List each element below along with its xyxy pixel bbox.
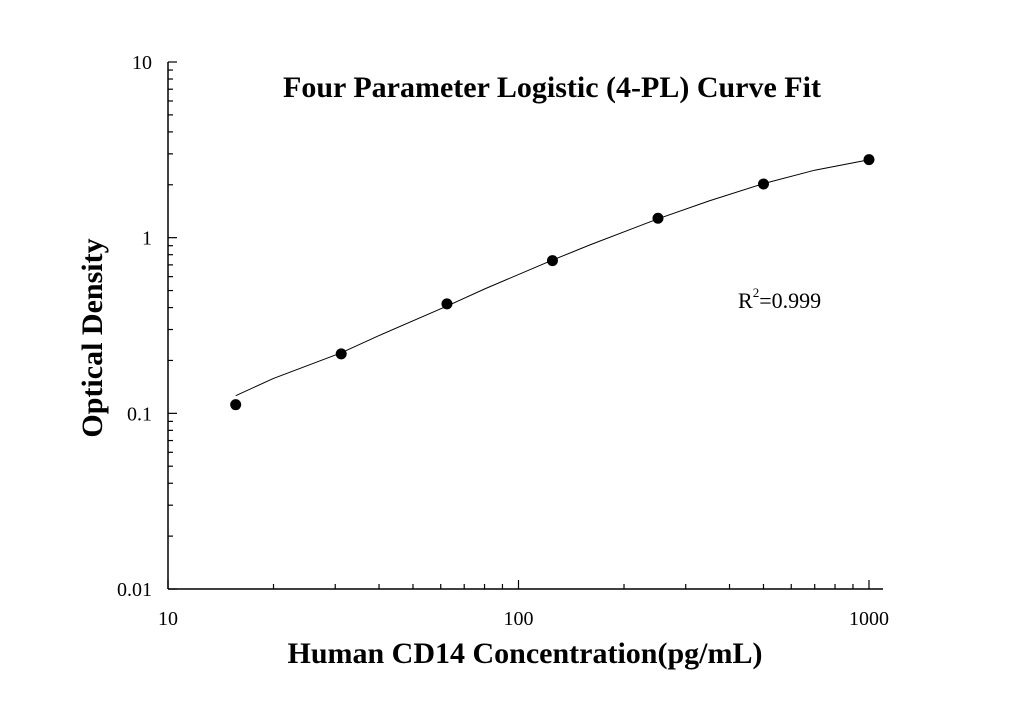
r-squared-annotation: R2=0.999	[738, 285, 821, 313]
x-axis-label: Human CD14 Concentration(pg/mL)	[287, 637, 762, 670]
x-tick-label: 10	[158, 608, 178, 630]
data-point	[335, 348, 347, 360]
r-squared-superscript: 2	[753, 285, 760, 300]
data-points	[230, 154, 875, 411]
data-point	[652, 212, 664, 224]
ticks	[167, 61, 870, 590]
fit-curve-line	[235, 159, 870, 397]
x-tick-label: 1000	[849, 608, 889, 630]
y-tick-label: 0.01	[117, 579, 152, 601]
r-squared-value: =0.999	[759, 288, 821, 313]
data-point	[757, 178, 769, 190]
y-tick-label: 10	[132, 52, 152, 74]
r-squared-base: R	[738, 288, 753, 313]
chart-title: Four Parameter Logistic (4-PL) Curve Fit	[283, 71, 821, 104]
x-tick-label: 100	[504, 608, 534, 630]
axes	[167, 62, 883, 590]
data-point	[441, 298, 453, 310]
data-point	[230, 399, 242, 411]
data-point	[863, 154, 875, 166]
y-tick-label: 1	[142, 228, 152, 250]
data-point	[546, 255, 558, 267]
y-tick-label: 0.1	[127, 403, 152, 425]
y-axis-label: Optical Density	[76, 238, 109, 437]
tick-labels: 10 100 1000 0.01 0.1 1 10	[117, 52, 889, 630]
